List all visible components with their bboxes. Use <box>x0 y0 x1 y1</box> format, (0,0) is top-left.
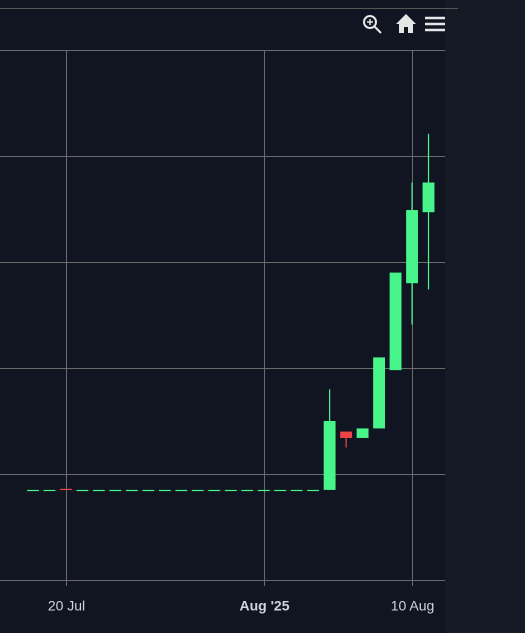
x-tick-label: Aug '25 <box>239 598 289 614</box>
candle-body <box>224 489 237 492</box>
candle-body <box>175 489 188 492</box>
candle-body <box>125 489 138 492</box>
candle-body <box>356 428 369 438</box>
candle-body <box>92 489 105 492</box>
menu-button[interactable] <box>425 16 445 32</box>
candle-body <box>323 421 336 490</box>
candle-body <box>158 489 171 492</box>
candle-body <box>274 489 287 492</box>
candle-body <box>241 489 254 492</box>
candle-body <box>208 489 221 492</box>
candle-body <box>142 489 155 492</box>
candle-body <box>307 489 320 492</box>
candle-body <box>109 489 122 492</box>
candle-body <box>43 489 56 492</box>
candle-body <box>422 182 435 213</box>
home-button[interactable] <box>396 14 416 33</box>
candle-body <box>389 272 402 371</box>
candle-body <box>340 431 353 438</box>
x-tick-label: 20 Jul <box>48 598 85 614</box>
candle-body <box>191 489 204 492</box>
candle-body <box>373 357 386 429</box>
x-tick-label: 10 Aug <box>391 598 435 614</box>
candle-body <box>59 488 72 491</box>
side-panel <box>445 0 525 633</box>
candle-body <box>257 489 270 492</box>
candle-body <box>27 489 39 492</box>
zoom-button[interactable] <box>363 15 382 34</box>
candle-body <box>406 210 418 284</box>
candle-body <box>76 489 89 492</box>
plot-background <box>0 0 445 633</box>
candle-body <box>290 489 303 492</box>
